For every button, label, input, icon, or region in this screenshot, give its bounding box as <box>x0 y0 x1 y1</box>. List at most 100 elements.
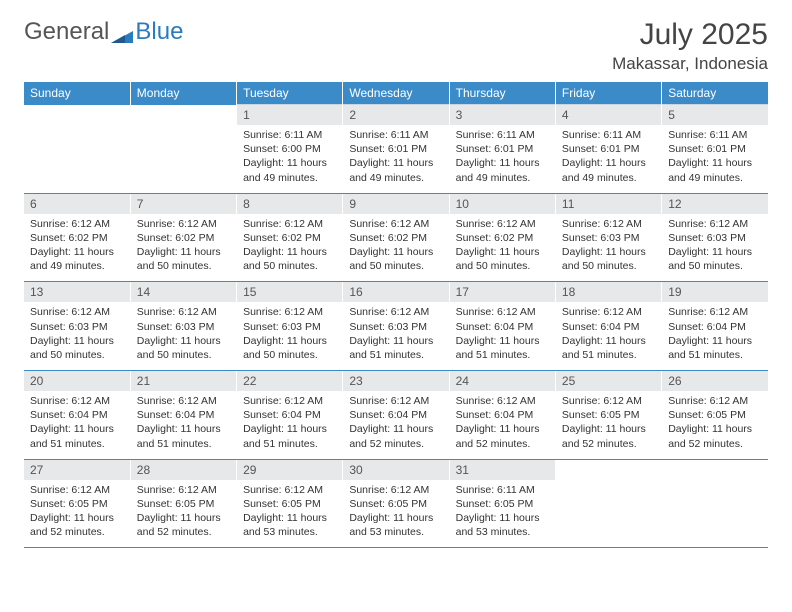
daylight-line: Daylight: 11 hours and 51 minutes. <box>30 422 124 450</box>
day-detail-cell: Sunrise: 6:12 AMSunset: 6:04 PMDaylight:… <box>449 391 555 459</box>
sunrise-line: Sunrise: 6:12 AM <box>30 483 124 497</box>
sunset-line: Sunset: 6:05 PM <box>456 497 549 511</box>
sunset-line: Sunset: 6:04 PM <box>30 408 124 422</box>
daynum-row: 20212223242526 <box>24 371 768 392</box>
day-number-cell: 16 <box>343 282 449 303</box>
day-detail-cell: Sunrise: 6:12 AMSunset: 6:04 PMDaylight:… <box>24 391 130 459</box>
sunset-line: Sunset: 6:05 PM <box>562 408 655 422</box>
sunrise-line: Sunrise: 6:12 AM <box>137 394 230 408</box>
day-number-cell: 1 <box>237 105 343 126</box>
day-detail-cell: Sunrise: 6:12 AMSunset: 6:04 PMDaylight:… <box>237 391 343 459</box>
sunset-line: Sunset: 6:03 PM <box>668 231 762 245</box>
sunrise-line: Sunrise: 6:11 AM <box>562 128 655 142</box>
day-detail-cell: Sunrise: 6:12 AMSunset: 6:03 PMDaylight:… <box>130 302 236 370</box>
dayhead-sat: Saturday <box>662 82 768 105</box>
sunset-line: Sunset: 6:04 PM <box>456 408 549 422</box>
daynum-row: 13141516171819 <box>24 282 768 303</box>
daylight-line: Daylight: 11 hours and 51 minutes. <box>668 334 762 362</box>
daylight-line: Daylight: 11 hours and 53 minutes. <box>349 511 442 539</box>
sunrise-line: Sunrise: 6:12 AM <box>349 217 442 231</box>
day-detail-cell: Sunrise: 6:12 AMSunset: 6:02 PMDaylight:… <box>130 214 236 282</box>
month-title: July 2025 <box>612 18 768 52</box>
day-number-cell: 30 <box>343 459 449 480</box>
sunrise-line: Sunrise: 6:12 AM <box>668 217 762 231</box>
day-detail-cell: Sunrise: 6:11 AMSunset: 6:01 PMDaylight:… <box>449 125 555 193</box>
day-detail-cell: Sunrise: 6:11 AMSunset: 6:01 PMDaylight:… <box>555 125 661 193</box>
sunrise-line: Sunrise: 6:12 AM <box>349 483 442 497</box>
daylight-line: Daylight: 11 hours and 51 minutes. <box>243 422 336 450</box>
sunset-line: Sunset: 6:02 PM <box>137 231 230 245</box>
daynum-row: 6789101112 <box>24 193 768 214</box>
logo-text-blue: Blue <box>135 18 183 46</box>
day-detail-cell: Sunrise: 6:12 AMSunset: 6:04 PMDaylight:… <box>130 391 236 459</box>
sunrise-line: Sunrise: 6:12 AM <box>456 394 549 408</box>
day-number-cell: 7 <box>130 193 236 214</box>
sunrise-line: Sunrise: 6:12 AM <box>137 305 230 319</box>
sunrise-line: Sunrise: 6:12 AM <box>30 394 124 408</box>
day-detail-cell: Sunrise: 6:12 AMSunset: 6:05 PMDaylight:… <box>662 391 768 459</box>
day-number-cell: 24 <box>449 371 555 392</box>
sunset-line: Sunset: 6:01 PM <box>562 142 655 156</box>
dayhead-fri: Friday <box>555 82 661 105</box>
day-detail-cell: Sunrise: 6:12 AMSunset: 6:03 PMDaylight:… <box>343 302 449 370</box>
daylight-line: Daylight: 11 hours and 51 minutes. <box>137 422 230 450</box>
day-number-cell: 9 <box>343 193 449 214</box>
sunset-line: Sunset: 6:05 PM <box>243 497 336 511</box>
sunrise-line: Sunrise: 6:12 AM <box>30 217 124 231</box>
day-number-cell: 18 <box>555 282 661 303</box>
daylight-line: Daylight: 11 hours and 49 minutes. <box>562 156 655 184</box>
sunrise-line: Sunrise: 6:12 AM <box>137 483 230 497</box>
day-detail-cell <box>662 480 768 548</box>
sunrise-line: Sunrise: 6:12 AM <box>456 305 549 319</box>
sunrise-line: Sunrise: 6:12 AM <box>243 483 336 497</box>
day-number-cell <box>555 459 661 480</box>
day-detail-cell: Sunrise: 6:11 AMSunset: 6:01 PMDaylight:… <box>662 125 768 193</box>
daylight-line: Daylight: 11 hours and 49 minutes. <box>243 156 336 184</box>
logo: General Blue <box>24 18 183 46</box>
day-number-cell: 13 <box>24 282 130 303</box>
sunset-line: Sunset: 6:05 PM <box>30 497 124 511</box>
sunrise-line: Sunrise: 6:12 AM <box>243 394 336 408</box>
sunset-line: Sunset: 6:04 PM <box>349 408 442 422</box>
sunset-line: Sunset: 6:03 PM <box>349 320 442 334</box>
sunset-line: Sunset: 6:01 PM <box>668 142 762 156</box>
sunset-line: Sunset: 6:02 PM <box>243 231 336 245</box>
sunrise-line: Sunrise: 6:12 AM <box>349 394 442 408</box>
day-detail-cell: Sunrise: 6:12 AMSunset: 6:03 PMDaylight:… <box>555 214 661 282</box>
dayhead-mon: Monday <box>130 82 236 105</box>
day-detail-cell <box>130 125 236 193</box>
sunrise-line: Sunrise: 6:11 AM <box>668 128 762 142</box>
sunrise-line: Sunrise: 6:12 AM <box>137 217 230 231</box>
daylight-line: Daylight: 11 hours and 52 minutes. <box>349 422 442 450</box>
day-detail-cell: Sunrise: 6:12 AMSunset: 6:02 PMDaylight:… <box>237 214 343 282</box>
day-number-cell: 23 <box>343 371 449 392</box>
daylight-line: Daylight: 11 hours and 51 minutes. <box>562 334 655 362</box>
day-detail-cell: Sunrise: 6:12 AMSunset: 6:04 PMDaylight:… <box>555 302 661 370</box>
sunset-line: Sunset: 6:04 PM <box>456 320 549 334</box>
sunset-line: Sunset: 6:02 PM <box>349 231 442 245</box>
day-detail-cell: Sunrise: 6:12 AMSunset: 6:02 PMDaylight:… <box>449 214 555 282</box>
dayhead-thu: Thursday <box>449 82 555 105</box>
calendar-table: Sunday Monday Tuesday Wednesday Thursday… <box>24 82 768 548</box>
day-detail-cell: Sunrise: 6:12 AMSunset: 6:05 PMDaylight:… <box>237 480 343 548</box>
day-detail-cell: Sunrise: 6:11 AMSunset: 6:05 PMDaylight:… <box>449 480 555 548</box>
daylight-line: Daylight: 11 hours and 52 minutes. <box>30 511 124 539</box>
detail-row: Sunrise: 6:11 AMSunset: 6:00 PMDaylight:… <box>24 125 768 193</box>
daylight-line: Daylight: 11 hours and 52 minutes. <box>137 511 230 539</box>
sunrise-line: Sunrise: 6:12 AM <box>456 217 549 231</box>
sunset-line: Sunset: 6:04 PM <box>562 320 655 334</box>
day-number-cell: 15 <box>237 282 343 303</box>
daylight-line: Daylight: 11 hours and 50 minutes. <box>243 245 336 273</box>
daylight-line: Daylight: 11 hours and 49 minutes. <box>668 156 762 184</box>
dayhead-wed: Wednesday <box>343 82 449 105</box>
daylight-line: Daylight: 11 hours and 49 minutes. <box>456 156 549 184</box>
day-detail-cell <box>24 125 130 193</box>
day-number-cell: 27 <box>24 459 130 480</box>
sunset-line: Sunset: 6:02 PM <box>456 231 549 245</box>
daylight-line: Daylight: 11 hours and 52 minutes. <box>456 422 549 450</box>
day-number-cell: 29 <box>237 459 343 480</box>
sunrise-line: Sunrise: 6:12 AM <box>243 217 336 231</box>
sunrise-line: Sunrise: 6:12 AM <box>349 305 442 319</box>
day-detail-cell: Sunrise: 6:12 AMSunset: 6:05 PMDaylight:… <box>130 480 236 548</box>
sunrise-line: Sunrise: 6:11 AM <box>349 128 442 142</box>
